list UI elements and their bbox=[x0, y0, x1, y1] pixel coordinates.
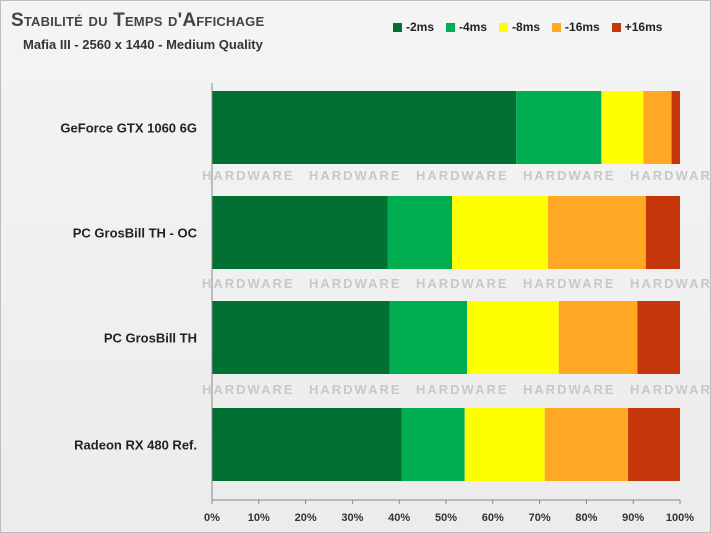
x-tick-label: 10% bbox=[248, 512, 270, 524]
legend-entry: -16ms bbox=[552, 20, 600, 34]
category-label: PC GrosBill TH - OC bbox=[73, 226, 198, 241]
x-tick-label: 0% bbox=[204, 512, 220, 524]
bar-segment bbox=[212, 301, 390, 374]
bar-segment bbox=[637, 301, 680, 374]
bar-segment bbox=[401, 408, 465, 481]
watermark-text: HARDWARE bbox=[416, 168, 509, 183]
chart-title: Stabilité du Temps d'Affichage bbox=[11, 10, 265, 31]
watermark-text: HARDWARE bbox=[523, 168, 616, 183]
legend-swatch bbox=[499, 22, 509, 32]
legend-entry: -2ms bbox=[393, 20, 434, 34]
legend-label: -4ms bbox=[459, 20, 488, 34]
legend-swatch bbox=[611, 22, 621, 32]
watermark-text: HARDWARE bbox=[523, 382, 616, 397]
bar-segment bbox=[212, 91, 517, 164]
bar-segment bbox=[628, 408, 680, 481]
legend: -2ms -4ms -8ms -16ms +16ms bbox=[393, 20, 674, 34]
bar-segment bbox=[601, 91, 644, 164]
bar-segment bbox=[548, 196, 646, 269]
bar-segment bbox=[643, 91, 672, 164]
bar-segment bbox=[467, 301, 559, 374]
watermark-text: HARDWARE bbox=[630, 382, 710, 397]
watermark-text: HARDWARE bbox=[202, 168, 295, 183]
legend-entry: -8ms bbox=[499, 20, 540, 34]
x-tick-label: 70% bbox=[529, 512, 551, 524]
x-tick-label: 30% bbox=[341, 512, 363, 524]
bar-segment bbox=[645, 196, 680, 269]
x-tick-label: 60% bbox=[482, 512, 504, 524]
legend-label: -8ms bbox=[512, 20, 541, 34]
bar-segment bbox=[671, 91, 680, 164]
legend-label: +16ms bbox=[624, 20, 663, 34]
x-tick-label: 90% bbox=[622, 512, 644, 524]
bar-segment bbox=[516, 91, 602, 164]
bar-segment bbox=[389, 301, 468, 374]
x-tick-label: 50% bbox=[435, 512, 457, 524]
watermark-text: HARDWARE bbox=[523, 276, 616, 291]
legend-entry: +16ms bbox=[611, 20, 663, 34]
x-tick-label: 100% bbox=[666, 512, 694, 524]
watermark-text: HARDWARE bbox=[309, 276, 402, 291]
x-tick-label: 80% bbox=[575, 512, 597, 524]
bar-segment bbox=[452, 196, 549, 269]
legend-label: -16ms bbox=[565, 20, 600, 34]
bar-segment bbox=[212, 196, 388, 269]
watermark-text: HARDWARE bbox=[309, 168, 402, 183]
category-label: PC GrosBill TH bbox=[104, 331, 197, 346]
legend-swatch bbox=[393, 22, 402, 32]
legend-entry: -4ms bbox=[446, 20, 487, 34]
chart-subtitle: Mafia III - 2560 x 1440 - Medium Quality bbox=[23, 37, 263, 52]
watermark-text: HARDWARE bbox=[630, 168, 710, 183]
watermark-text: HARDWARE bbox=[416, 276, 509, 291]
legend-swatch bbox=[446, 22, 456, 32]
watermark-text: HARDWARE bbox=[309, 382, 402, 397]
x-tick-label: 40% bbox=[388, 512, 410, 524]
x-tick-label: 20% bbox=[295, 512, 317, 524]
category-label: Radeon RX 480 Ref. bbox=[74, 438, 197, 453]
watermark-text: HARDWARE bbox=[202, 382, 295, 397]
watermark-text: HARDWARE bbox=[202, 276, 295, 291]
watermark-text: HARDWARE bbox=[630, 276, 710, 291]
bar-segment bbox=[558, 301, 638, 374]
bar-segment bbox=[464, 408, 545, 481]
bar-segment bbox=[387, 196, 453, 269]
category-label: GeForce GTX 1060 6G bbox=[60, 121, 197, 136]
bar-segment bbox=[544, 408, 629, 481]
watermark-text: HARDWARE bbox=[416, 382, 509, 397]
bar-segment bbox=[212, 408, 402, 481]
legend-swatch bbox=[552, 22, 562, 32]
legend-label: -2ms bbox=[406, 20, 435, 34]
